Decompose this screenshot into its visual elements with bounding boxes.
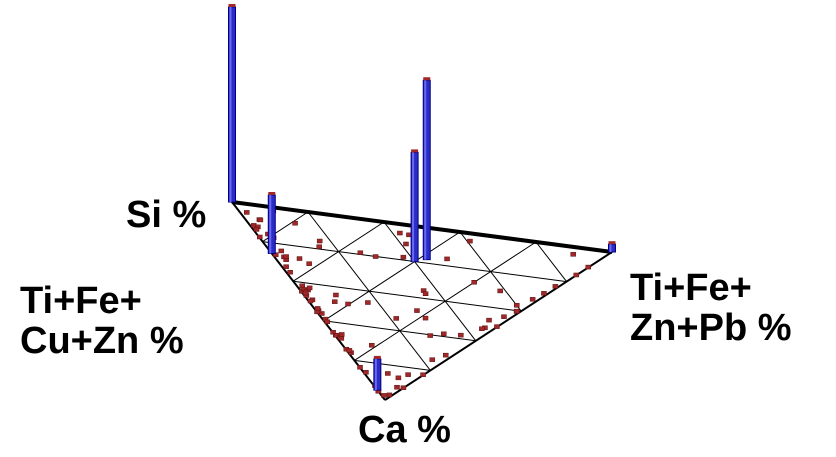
histogram-bar-cap: [608, 241, 616, 245]
vertex-label-ti-fe-zn-pb: Ti+Fe+ Zn+Pb %: [630, 268, 792, 348]
sample-point: [381, 393, 387, 398]
label-ti-fe-zn-pb-line1: Ti+Fe+: [630, 267, 752, 309]
histogram-bar-highlight: [269, 194, 272, 254]
sample-point: [244, 210, 250, 215]
histogram-bars: [228, 4, 616, 391]
grid-line-si: [323, 231, 461, 322]
sample-point: [302, 290, 309, 296]
sample-point: [429, 357, 436, 362]
sample-point: [541, 291, 547, 296]
sample-point: [283, 254, 289, 259]
sample-point: [397, 230, 403, 236]
sample-point: [306, 285, 313, 291]
vertex-label-si: Si %: [126, 194, 207, 236]
label-ti-fe-zn-pb-line2: Zn+Pb %: [630, 307, 792, 349]
sample-point: [514, 303, 520, 308]
sample-point: [338, 336, 345, 341]
histogram-bar-highlight: [424, 80, 427, 260]
sample-point: [486, 317, 492, 323]
sample-point: [345, 301, 351, 307]
sample-point: [514, 308, 520, 314]
histogram-bar-cap: [268, 191, 276, 195]
sample-point: [278, 248, 285, 254]
sample-point: [306, 261, 312, 266]
sample-point: [287, 269, 293, 275]
sample-point: [422, 291, 429, 297]
sample-point: [443, 352, 449, 358]
sample-point: [256, 234, 263, 240]
histogram-bar-highlight: [374, 358, 377, 391]
sample-point: [405, 372, 411, 377]
sample-point: [332, 299, 338, 304]
sample-point: [385, 371, 391, 376]
sample-point: [403, 241, 409, 247]
sample-point: [573, 272, 579, 278]
sample-point: [357, 250, 364, 255]
sample-point: [427, 333, 433, 338]
sample-point: [458, 332, 464, 338]
histogram-bar-highlight: [609, 244, 612, 252]
histogram-bar-highlight: [412, 152, 415, 262]
sample-point: [296, 256, 303, 261]
sample-point: [338, 332, 345, 337]
sample-point: [324, 319, 331, 325]
sample-point: [394, 384, 400, 390]
sample-point: [299, 283, 305, 289]
sample-point: [333, 292, 339, 298]
histogram-bar-highlight: [229, 7, 232, 202]
sample-point: [422, 315, 429, 321]
grid-line-ca: [323, 320, 476, 342]
label-ti-fe-cu-zn-line1: Ti+Fe+: [20, 280, 142, 322]
sample-point: [400, 254, 407, 260]
sample-point: [292, 220, 298, 226]
sample-point: [372, 254, 379, 259]
sample-point: [283, 264, 289, 269]
sample-point: [386, 392, 393, 398]
sample-point: [400, 385, 407, 390]
histogram-bar-cap: [228, 4, 236, 7]
grid-line-si: [292, 221, 385, 282]
label-ti-fe-cu-zn-line2: Cu+Zn %: [20, 320, 184, 362]
sample-point: [585, 264, 591, 270]
sample-point: [346, 348, 353, 353]
sample-point: [393, 316, 399, 321]
edge-si-tizn: [231, 200, 613, 254]
sample-point: [570, 252, 576, 257]
sample-point: [314, 306, 321, 311]
sample-point: [529, 297, 536, 302]
sample-point: [257, 217, 264, 223]
sample-point: [316, 238, 323, 244]
grid-line-tizn: [383, 221, 477, 342]
sample-point: [420, 372, 426, 377]
sample-point: [307, 298, 314, 304]
sample-point: [501, 314, 507, 319]
sample-point: [369, 343, 375, 348]
sample-point: [357, 365, 363, 370]
sample-point: [316, 244, 322, 249]
sample-point: [253, 227, 260, 232]
sample-point: [471, 280, 477, 285]
grid-line-tizn: [459, 231, 522, 312]
histogram-bar-cap: [423, 77, 431, 81]
sample-point: [363, 370, 369, 375]
sample-point: [494, 324, 500, 329]
grid-line-ca: [354, 359, 431, 371]
sample-point: [552, 284, 559, 289]
histogram-bar-cap: [411, 149, 419, 153]
sample-point: [441, 331, 447, 337]
label-ti-fe-cu-zn: Ti+Fe+ Cu+Zn %: [20, 281, 184, 361]
histogram-bar-cap: [373, 355, 381, 359]
sample-point: [444, 256, 450, 262]
vertex-label-ca: Ca %: [358, 409, 451, 451]
sample-point: [395, 375, 402, 381]
grid-line-tizn: [535, 241, 567, 282]
sample-point: [414, 308, 420, 313]
sample-point: [497, 288, 503, 294]
grid-line-ca: [293, 280, 522, 312]
sample-point: [479, 326, 485, 331]
sample-point: [467, 238, 473, 244]
sample-point: [365, 300, 371, 305]
ternary-grid: [231, 200, 613, 401]
